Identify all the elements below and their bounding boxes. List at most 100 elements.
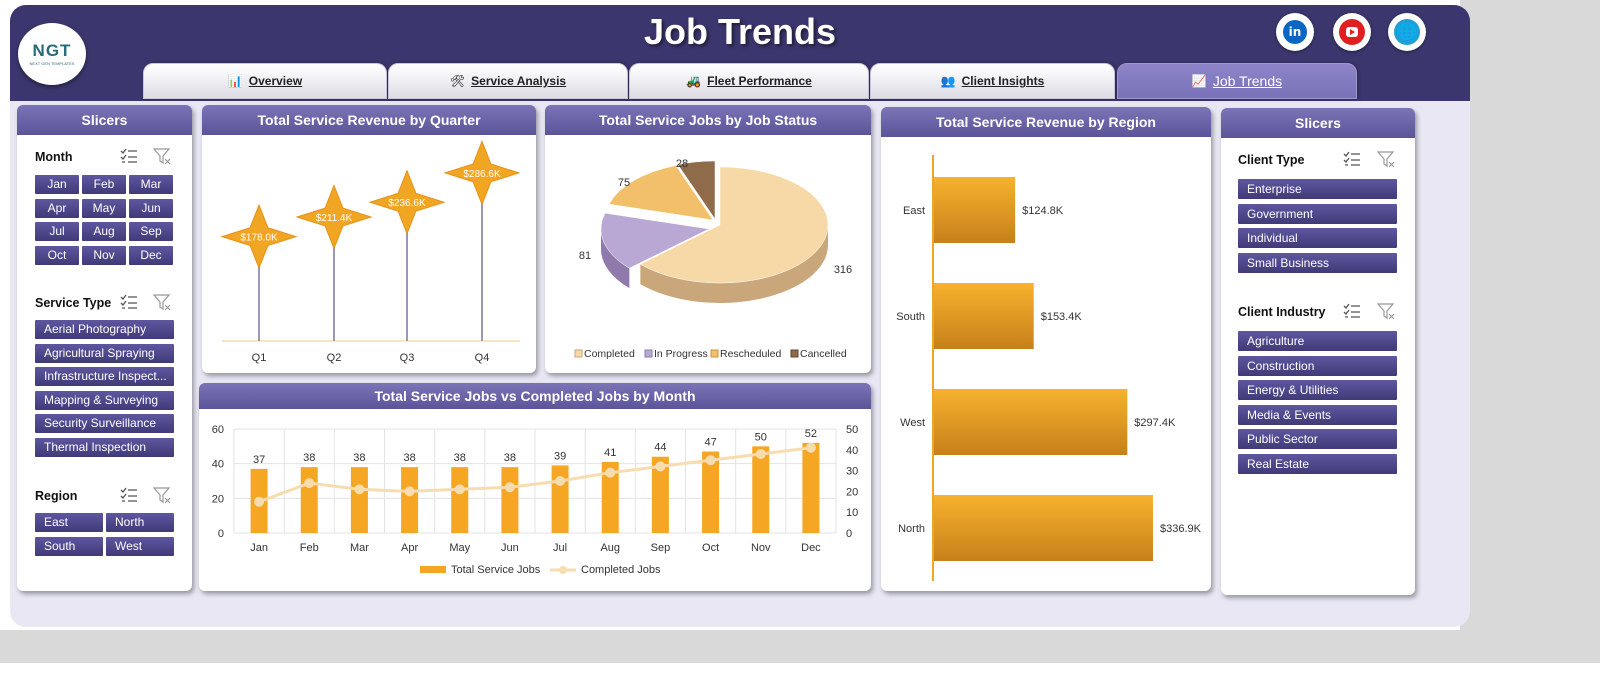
- line-point-May[interactable]: [454, 484, 465, 495]
- website-button[interactable]: 🌐: [1388, 13, 1426, 51]
- tab-fleet-performance[interactable]: 🚜 Fleet Performance: [629, 63, 869, 99]
- data-point-Q1[interactable]: [220, 203, 298, 270]
- tab-service-analysis[interactable]: 🛠 Service Analysis: [388, 63, 628, 99]
- client-type-slicer-title: Client Type: [1238, 153, 1305, 167]
- bar-South[interactable]: [934, 283, 1034, 349]
- bar-Mar[interactable]: [350, 467, 368, 533]
- slicer-item[interactable]: Media & Events: [1238, 404, 1397, 425]
- slicer-item[interactable]: Energy & Utilities: [1238, 380, 1397, 400]
- youtube-icon: [1339, 19, 1365, 45]
- bar-May[interactable]: [451, 467, 469, 533]
- slicer-item[interactable]: South: [35, 536, 103, 556]
- slicer-item[interactable]: Sep: [129, 222, 173, 241]
- multi-select-icon[interactable]: [120, 147, 138, 165]
- slicer-item[interactable]: Security Surveillance: [35, 414, 174, 433]
- line-point-Dec[interactable]: [805, 442, 816, 453]
- slicer-item[interactable]: Feb: [82, 175, 126, 194]
- slicer-item[interactable]: North: [106, 513, 174, 532]
- slicer-item[interactable]: Infrastructure Inspect...: [35, 367, 174, 386]
- line-point-Apr[interactable]: [404, 486, 415, 497]
- line-point-Feb[interactable]: [304, 478, 315, 489]
- slicer-item[interactable]: Jan: [35, 175, 79, 194]
- slice-In Progress[interactable]: [600, 212, 710, 269]
- left-slicers-panel: Slicers Month Jan Feb Mar Apr May Jun Jul Aug Se…: [17, 105, 192, 591]
- slicer-item[interactable]: Mar: [129, 175, 173, 194]
- bar-North[interactable]: [934, 495, 1153, 561]
- tab-overview[interactable]: 📊 Overview: [143, 63, 387, 99]
- bar-Sep[interactable]: [651, 456, 669, 533]
- linkedin-icon: in: [1283, 20, 1307, 44]
- line-point-Jul[interactable]: [555, 476, 566, 486]
- data-label: 44: [654, 442, 666, 454]
- tab-job-trends[interactable]: 📈 Job Trends: [1117, 63, 1357, 99]
- slicer-item[interactable]: East: [35, 513, 103, 532]
- bar-Jul[interactable]: [551, 465, 569, 533]
- line-point-Oct[interactable]: [705, 455, 716, 466]
- slicer-item[interactable]: Real Estate: [1238, 453, 1397, 474]
- multi-select-icon[interactable]: [120, 486, 138, 504]
- linkedin-button[interactable]: in: [1276, 13, 1314, 51]
- data-point-Q3[interactable]: [368, 169, 446, 235]
- slicer-item[interactable]: Individual: [1238, 228, 1397, 248]
- slicer-item[interactable]: Aug: [82, 222, 126, 241]
- slicer-item[interactable]: Agricultural Spraying: [35, 343, 174, 363]
- slicer-item[interactable]: Apr: [35, 198, 79, 218]
- x-tick-label: Nov: [751, 542, 771, 554]
- slicer-item[interactable]: Construction: [1238, 355, 1397, 376]
- line-point-Sep[interactable]: [655, 461, 666, 472]
- slice-Rescheduled[interactable]: [608, 165, 714, 221]
- bar-Dec[interactable]: [802, 442, 820, 533]
- slicer-item[interactable]: Jun: [129, 198, 173, 218]
- slicer-item[interactable]: Dec: [129, 245, 173, 265]
- slice-Cancelled[interactable]: [677, 160, 716, 220]
- clear-filter-icon[interactable]: [153, 147, 171, 165]
- clear-filter-icon[interactable]: [1377, 150, 1395, 168]
- slicer-item[interactable]: Government: [1238, 203, 1397, 224]
- bar-Feb[interactable]: [300, 467, 318, 533]
- slice-Completed[interactable]: [639, 166, 829, 284]
- youtube-button[interactable]: [1333, 13, 1371, 51]
- bar-Jun[interactable]: [501, 467, 519, 533]
- clear-filter-icon[interactable]: [153, 486, 171, 504]
- legend-label: Cancelled: [800, 348, 847, 360]
- slicer-item[interactable]: May: [82, 198, 126, 218]
- dashboard-frame: NGT NEXT GEN TEMPLATES Job Trends in 🌐 📊…: [10, 5, 1470, 627]
- slicer-item[interactable]: Enterprise: [1238, 179, 1397, 199]
- bar-West[interactable]: [934, 389, 1128, 455]
- bar-Aug[interactable]: [601, 461, 619, 533]
- slicer-item[interactable]: Mapping & Surveying: [35, 390, 174, 410]
- clear-filter-icon[interactable]: [153, 293, 171, 311]
- line-point-Jan[interactable]: [254, 496, 265, 507]
- bar-Oct[interactable]: [702, 451, 720, 533]
- line-point-Aug[interactable]: [605, 467, 616, 478]
- multi-select-icon[interactable]: [1343, 150, 1361, 168]
- bar-Nov[interactable]: [752, 446, 770, 533]
- slicer-item[interactable]: Jul: [35, 222, 79, 241]
- slicer-item[interactable]: Nov: [82, 245, 126, 265]
- multi-select-icon[interactable]: [1343, 302, 1361, 320]
- data-point-Q4[interactable]: [443, 140, 521, 206]
- slicer-item[interactable]: Aerial Photography: [35, 320, 174, 339]
- slicer-item[interactable]: Small Business: [1238, 252, 1397, 273]
- slicer-item[interactable]: Oct: [35, 245, 79, 265]
- y2-tick-label: 20: [846, 486, 858, 498]
- tab-client-insights[interactable]: 👥 Client Insights: [870, 63, 1115, 99]
- x-tick-label: Q4: [475, 352, 490, 364]
- slicer-item[interactable]: Agriculture: [1238, 331, 1397, 351]
- slicer-item[interactable]: West: [106, 536, 174, 556]
- slicer-item[interactable]: Thermal Inspection: [35, 437, 174, 457]
- multi-select-icon[interactable]: [120, 293, 138, 311]
- y-tick-label: East: [903, 205, 925, 217]
- bar-East[interactable]: [934, 177, 1016, 243]
- slicer-item[interactable]: Public Sector: [1238, 429, 1397, 449]
- service-type-slicer-title: Service Type: [35, 296, 112, 310]
- line-point-Nov[interactable]: [755, 448, 766, 459]
- clear-filter-icon[interactable]: [1377, 302, 1395, 320]
- bar-Apr[interactable]: [401, 467, 419, 533]
- data-point-Q2[interactable]: [295, 184, 373, 250]
- data-label: 52: [805, 428, 817, 440]
- line-point-Mar[interactable]: [354, 484, 365, 495]
- line-point-Jun[interactable]: [504, 482, 515, 493]
- data-label: 38: [504, 452, 516, 464]
